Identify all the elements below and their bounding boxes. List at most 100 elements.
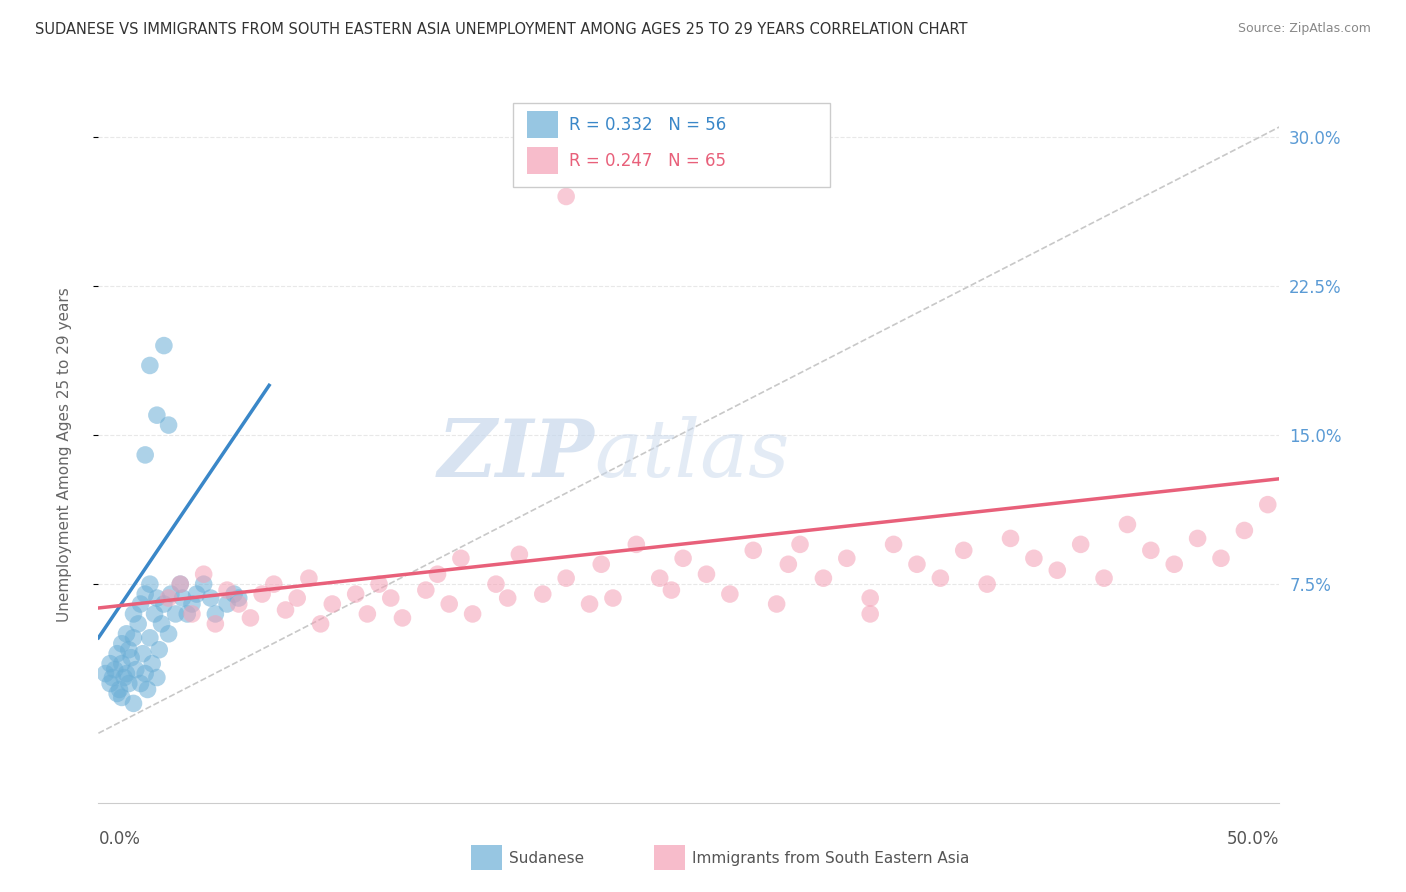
- Point: [222, 587, 245, 601]
- Point: [929, 571, 952, 585]
- Point: [125, 663, 148, 677]
- Point: [555, 571, 578, 585]
- Point: [1022, 551, 1045, 566]
- Point: [98, 657, 121, 671]
- Point: [134, 666, 156, 681]
- Point: [835, 551, 858, 566]
- Point: [591, 558, 613, 572]
- Point: [602, 591, 624, 605]
- Y-axis label: Unemployment Among Ages 25 to 29 years: Unemployment Among Ages 25 to 29 years: [58, 287, 72, 623]
- Point: [122, 697, 145, 711]
- Point: [285, 591, 308, 605]
- Point: [118, 642, 141, 657]
- Point: [129, 597, 152, 611]
- Point: [1070, 537, 1092, 551]
- Point: [204, 607, 226, 621]
- Point: [661, 583, 683, 598]
- Point: [141, 657, 163, 671]
- Text: SUDANESE VS IMMIGRANTS FROM SOUTH EASTERN ASIA UNEMPLOYMENT AMONG AGES 25 TO 29 : SUDANESE VS IMMIGRANTS FROM SOUTH EASTER…: [35, 22, 967, 37]
- Text: Sudanese: Sudanese: [509, 851, 583, 865]
- Point: [742, 543, 765, 558]
- Point: [789, 537, 811, 551]
- Text: ZIP: ZIP: [437, 417, 595, 493]
- Point: [356, 607, 378, 621]
- Point: [120, 650, 142, 665]
- Point: [1140, 543, 1163, 558]
- Point: [153, 338, 176, 352]
- Point: [139, 577, 162, 591]
- Point: [1187, 532, 1209, 546]
- Text: Immigrants from South Eastern Asia: Immigrants from South Eastern Asia: [692, 851, 969, 865]
- Point: [105, 647, 128, 661]
- Point: [976, 577, 998, 591]
- Point: [450, 551, 472, 566]
- Point: [1257, 498, 1279, 512]
- Point: [508, 547, 530, 561]
- Point: [146, 591, 169, 605]
- Point: [368, 577, 391, 591]
- Point: [111, 690, 134, 705]
- Point: [139, 359, 162, 373]
- Point: [200, 591, 222, 605]
- Point: [115, 627, 138, 641]
- Point: [496, 591, 519, 605]
- Point: [718, 587, 741, 601]
- Point: [122, 631, 145, 645]
- Point: [129, 676, 152, 690]
- Point: [344, 587, 367, 601]
- Text: atlas: atlas: [595, 417, 790, 493]
- Point: [157, 591, 180, 605]
- Point: [228, 591, 250, 605]
- Point: [169, 577, 191, 591]
- Text: 50.0%: 50.0%: [1227, 830, 1279, 847]
- Point: [105, 686, 128, 700]
- Text: 0.0%: 0.0%: [98, 830, 141, 847]
- Point: [1046, 563, 1069, 577]
- Point: [1233, 524, 1256, 538]
- Point: [98, 676, 121, 690]
- Point: [160, 587, 183, 601]
- Point: [94, 666, 117, 681]
- Point: [1163, 558, 1185, 572]
- Point: [859, 591, 882, 605]
- Point: [263, 577, 285, 591]
- Point: [380, 591, 402, 605]
- Point: [118, 676, 141, 690]
- Point: [157, 418, 180, 433]
- Point: [1116, 517, 1139, 532]
- Point: [134, 587, 156, 601]
- Point: [115, 666, 138, 681]
- Point: [298, 571, 321, 585]
- Point: [176, 607, 198, 621]
- Point: [204, 616, 226, 631]
- Text: Source: ZipAtlas.com: Source: ZipAtlas.com: [1237, 22, 1371, 36]
- Point: [321, 597, 343, 611]
- Point: [905, 558, 928, 572]
- Point: [122, 607, 145, 621]
- Point: [578, 597, 600, 611]
- Point: [181, 597, 204, 611]
- Point: [239, 611, 262, 625]
- Point: [883, 537, 905, 551]
- Point: [169, 577, 191, 591]
- Text: R = 0.332   N = 56: R = 0.332 N = 56: [569, 116, 727, 134]
- Point: [108, 682, 131, 697]
- Point: [172, 591, 194, 605]
- Point: [426, 567, 449, 582]
- Point: [485, 577, 508, 591]
- Point: [193, 567, 215, 582]
- Point: [250, 587, 273, 601]
- Text: R = 0.247   N = 65: R = 0.247 N = 65: [569, 152, 727, 169]
- Point: [391, 611, 413, 625]
- Point: [626, 537, 648, 551]
- Point: [132, 647, 155, 661]
- Point: [309, 616, 332, 631]
- Point: [186, 587, 208, 601]
- Point: [139, 631, 162, 645]
- Point: [1209, 551, 1232, 566]
- Point: [148, 642, 170, 657]
- Point: [157, 627, 180, 641]
- Point: [555, 189, 578, 203]
- Point: [672, 551, 695, 566]
- Point: [127, 616, 149, 631]
